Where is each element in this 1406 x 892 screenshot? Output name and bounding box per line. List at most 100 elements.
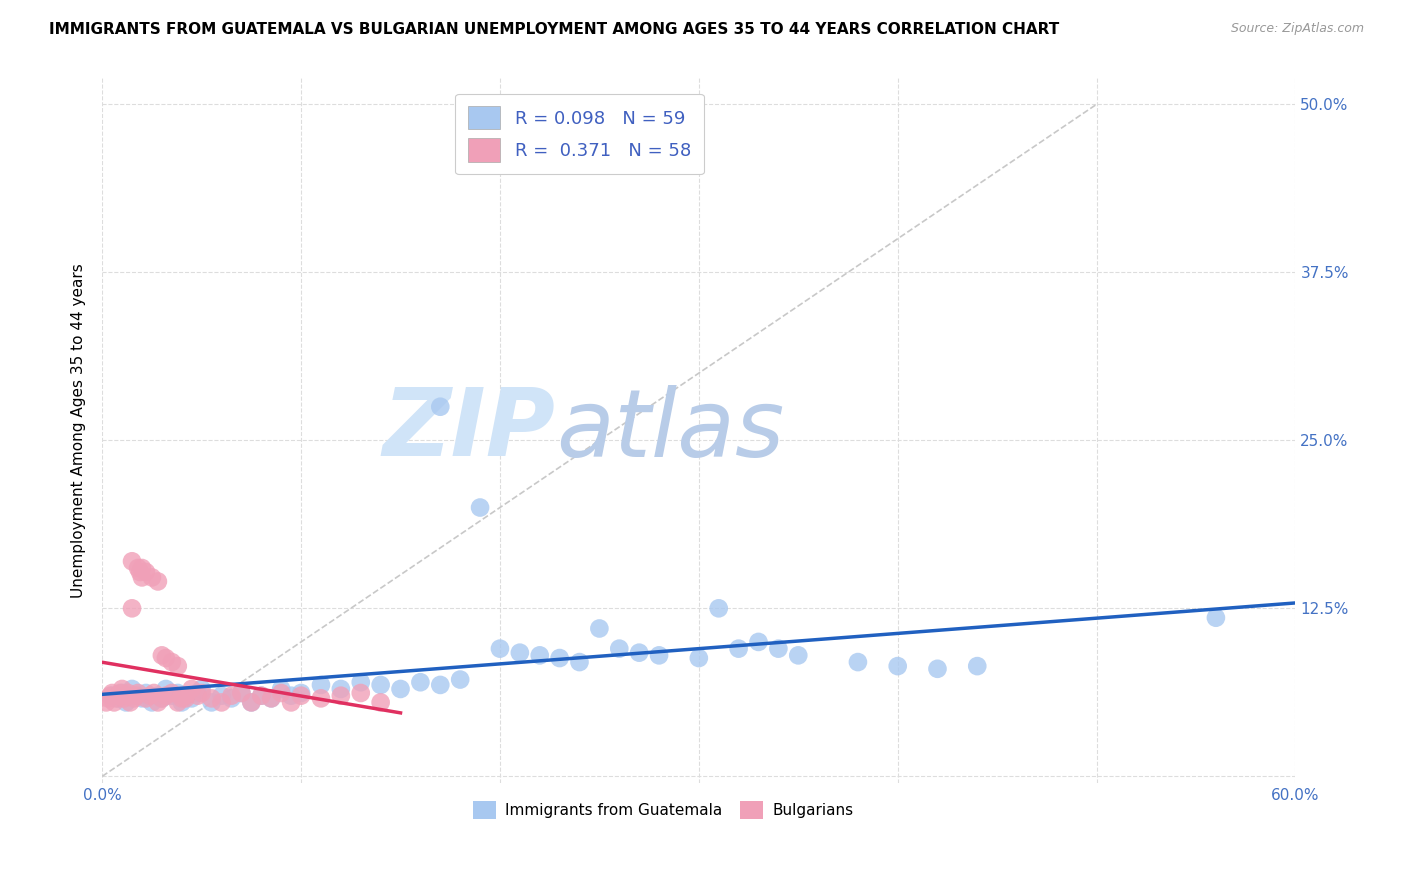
Point	[200, 691, 222, 706]
Point	[290, 686, 312, 700]
Point	[174, 689, 197, 703]
Point	[270, 686, 292, 700]
Point	[170, 695, 193, 709]
Point	[101, 689, 124, 703]
Point	[150, 648, 173, 663]
Point	[568, 655, 591, 669]
Point	[146, 695, 169, 709]
Point	[927, 662, 949, 676]
Point	[747, 635, 769, 649]
Point	[174, 689, 197, 703]
Point	[155, 689, 177, 703]
Point	[309, 678, 332, 692]
Point	[115, 695, 138, 709]
Point	[329, 681, 352, 696]
Point	[309, 691, 332, 706]
Point	[707, 601, 730, 615]
Point	[127, 686, 149, 700]
Point	[111, 686, 134, 700]
Point	[135, 691, 157, 706]
Point	[548, 651, 571, 665]
Point	[174, 691, 197, 706]
Point	[509, 646, 531, 660]
Point	[211, 689, 233, 703]
Point	[588, 622, 610, 636]
Point	[150, 691, 173, 706]
Point	[96, 695, 118, 709]
Point	[141, 695, 163, 709]
Point	[370, 678, 392, 692]
Point	[270, 681, 292, 696]
Point	[135, 565, 157, 579]
Point	[160, 689, 183, 703]
Point	[115, 689, 138, 703]
Point	[125, 689, 148, 703]
Point	[429, 400, 451, 414]
Point	[429, 678, 451, 692]
Point	[127, 561, 149, 575]
Point	[260, 691, 283, 706]
Point	[170, 689, 193, 703]
Point	[240, 695, 263, 709]
Point	[107, 689, 129, 703]
Point	[190, 681, 212, 696]
Point	[768, 641, 790, 656]
Point	[260, 691, 283, 706]
Point	[607, 641, 630, 656]
Point	[211, 695, 233, 709]
Point	[200, 695, 222, 709]
Point	[170, 691, 193, 706]
Point	[160, 686, 183, 700]
Point	[468, 500, 491, 515]
Point	[231, 686, 253, 700]
Point	[180, 691, 202, 706]
Point	[187, 686, 209, 700]
Point	[160, 655, 183, 669]
Point	[190, 686, 212, 700]
Point	[103, 695, 125, 709]
Point	[98, 689, 121, 703]
Point	[142, 686, 165, 700]
Point	[111, 681, 134, 696]
Point	[240, 695, 263, 709]
Point	[166, 686, 188, 700]
Point	[489, 641, 512, 656]
Text: Source: ZipAtlas.com: Source: ZipAtlas.com	[1230, 22, 1364, 36]
Point	[1205, 611, 1227, 625]
Text: IMMIGRANTS FROM GUATEMALA VS BULGARIAN UNEMPLOYMENT AMONG AGES 35 TO 44 YEARS CO: IMMIGRANTS FROM GUATEMALA VS BULGARIAN U…	[49, 22, 1060, 37]
Point	[108, 686, 131, 700]
Text: ZIP: ZIP	[382, 384, 555, 476]
Legend: Immigrants from Guatemala, Bulgarians: Immigrants from Guatemala, Bulgarians	[467, 795, 859, 825]
Point	[280, 689, 302, 703]
Point	[155, 651, 177, 665]
Point	[101, 686, 124, 700]
Point	[250, 689, 273, 703]
Point	[688, 651, 710, 665]
Point	[155, 681, 177, 696]
Point	[280, 695, 302, 709]
Point	[105, 691, 128, 706]
Point	[886, 659, 908, 673]
Point	[648, 648, 671, 663]
Point	[129, 565, 152, 579]
Point	[389, 681, 412, 696]
Point	[350, 675, 373, 690]
Point	[118, 695, 141, 709]
Point	[529, 648, 551, 663]
Point	[107, 691, 129, 706]
Point	[787, 648, 810, 663]
Point	[97, 691, 120, 706]
Point	[117, 686, 139, 700]
Point	[966, 659, 988, 673]
Point	[122, 691, 145, 706]
Point	[146, 574, 169, 589]
Point	[628, 646, 651, 660]
Point	[131, 691, 153, 706]
Point	[166, 695, 188, 709]
Point	[180, 681, 202, 696]
Point	[409, 675, 432, 690]
Point	[187, 689, 209, 703]
Point	[135, 686, 157, 700]
Point	[166, 659, 188, 673]
Point	[846, 655, 869, 669]
